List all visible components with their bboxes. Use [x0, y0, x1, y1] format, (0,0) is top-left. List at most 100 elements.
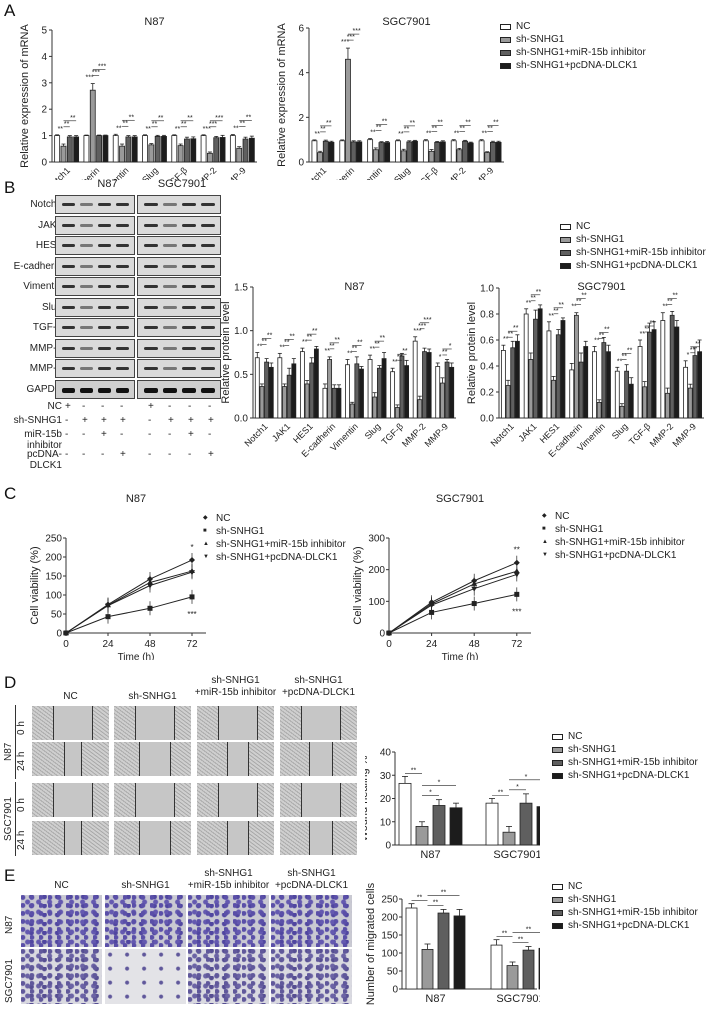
blot-band	[182, 264, 196, 268]
svg-text:**: **	[312, 328, 318, 335]
wound-gap	[52, 706, 93, 740]
blot-band	[163, 223, 177, 227]
condition-label: sh-SNHG1	[128, 691, 177, 702]
svg-text:**: **	[240, 121, 246, 128]
svg-text:**: **	[370, 130, 376, 137]
wound-image	[31, 782, 110, 818]
svg-text:**: **	[279, 344, 285, 351]
svg-text:**: **	[513, 325, 519, 332]
svg-text:***: ***	[423, 317, 431, 324]
transwell-images: NC sh-SNHG1 sh-SNHG1 +miR-15b inhibitor sh-…	[0, 866, 360, 1011]
swatch-icon	[552, 772, 563, 779]
svg-text:MMP-2: MMP-2	[400, 421, 428, 449]
blot-band	[163, 305, 177, 309]
svg-text:0.8: 0.8	[480, 310, 494, 321]
marker-icon: ▲	[203, 541, 209, 547]
wound-gap	[226, 742, 249, 776]
svg-text:**: **	[640, 331, 646, 338]
blot-band	[98, 223, 111, 227]
svg-text:**: **	[122, 120, 128, 127]
legend-item: ▼ sh-SNHG1+pcDNA-DLCK1	[203, 551, 346, 564]
swatch-icon	[552, 733, 563, 740]
legend-label: sh-SNHG1+pcDNA-DLCK1	[555, 550, 677, 561]
svg-text:**: **	[58, 126, 64, 133]
legend-panel-b: NC sh-SNHG1 sh-SNHG1+miR-15b inhibitor sh-S…	[560, 220, 706, 272]
panel-letter-d: D	[4, 673, 17, 692]
blot-band	[144, 223, 158, 227]
svg-text:4: 4	[298, 68, 304, 79]
wound-gap	[300, 783, 341, 817]
svg-text:**: **	[382, 119, 388, 126]
blot-row-label: Vimentin	[23, 281, 62, 292]
blot-strip	[137, 338, 221, 358]
svg-text:**: **	[307, 334, 313, 341]
blot-row-label: GAPDH	[26, 383, 62, 395]
swatch-icon	[500, 62, 511, 69]
svg-text:**: **	[289, 333, 295, 340]
blot-band	[116, 305, 129, 309]
transwell-image	[20, 948, 103, 1005]
blot-band	[98, 203, 111, 206]
blot-row-label: Notch1	[30, 199, 62, 210]
blot-band	[201, 223, 215, 227]
blot-band	[163, 346, 177, 350]
svg-text:**: **	[695, 341, 701, 348]
blot-strip	[137, 277, 221, 296]
treatment-sign: -	[208, 401, 212, 412]
svg-text:*: *	[438, 780, 441, 787]
blot-band	[116, 264, 129, 268]
svg-text:TGF-β: TGF-β	[414, 165, 440, 180]
treatment-label: miR-15b inhibitor	[24, 429, 62, 451]
svg-text:JAK1: JAK1	[516, 421, 538, 443]
blot-band	[144, 326, 158, 329]
svg-text:**: **	[257, 344, 263, 351]
svg-text:**: **	[233, 126, 239, 133]
svg-text:**: **	[498, 790, 504, 797]
svg-text:200: 200	[45, 553, 62, 564]
panel-letter-c: C	[4, 484, 17, 503]
svg-text:*: *	[516, 784, 519, 791]
condition-label: sh-SNHG1 +pcDNA-DLCK1	[281, 675, 356, 698]
legend-item: ▲ sh-SNHG1+miR-15b inhibitor	[203, 538, 346, 551]
svg-text:**: **	[426, 131, 432, 138]
blot-band	[116, 346, 129, 350]
svg-text:Cell viability (%): Cell viability (%)	[29, 546, 41, 624]
svg-text:2: 2	[298, 113, 304, 124]
blot-band	[163, 264, 177, 268]
wound-gap	[134, 706, 175, 740]
wound-image	[31, 820, 110, 856]
blot-band	[116, 326, 129, 329]
legend-item: NC	[552, 730, 698, 743]
panel-letter-b: B	[4, 178, 16, 197]
wound-gap	[300, 706, 341, 740]
blot-band	[80, 203, 93, 206]
svg-text:20: 20	[380, 794, 392, 805]
blot-band	[201, 244, 215, 247]
legend-item: sh-SNHG1+miR-15b inhibitor	[552, 756, 698, 769]
marker-icon: ■	[542, 526, 546, 532]
svg-text:0: 0	[298, 158, 304, 169]
svg-text:**: **	[370, 346, 376, 353]
blot-band	[182, 387, 196, 393]
blot-band	[80, 264, 93, 268]
blot-strip	[137, 297, 221, 317]
legend-label: sh-SNHG1+miR-15b inhibitor	[568, 907, 698, 918]
blot-band	[98, 367, 111, 370]
time-label: 24 h	[16, 751, 27, 771]
blot-strip	[55, 236, 135, 255]
svg-text:0.5: 0.5	[234, 370, 248, 381]
svg-text:MMP-2: MMP-2	[648, 421, 676, 449]
svg-text:100: 100	[368, 597, 385, 608]
svg-text:**: **	[380, 335, 386, 342]
svg-text:SGC7901: SGC7901	[436, 493, 484, 505]
blot-row-label: MMP-9	[29, 363, 62, 374]
marker-icon: ◆	[542, 513, 547, 519]
svg-text:**: **	[152, 121, 158, 128]
wound-gap	[217, 706, 258, 740]
svg-text:JAK1: JAK1	[270, 421, 292, 443]
blot-strip	[137, 318, 221, 337]
blot-band	[62, 285, 75, 288]
svg-text:**: **	[553, 308, 559, 315]
blot-band	[163, 367, 177, 370]
svg-text:**: **	[526, 300, 532, 307]
